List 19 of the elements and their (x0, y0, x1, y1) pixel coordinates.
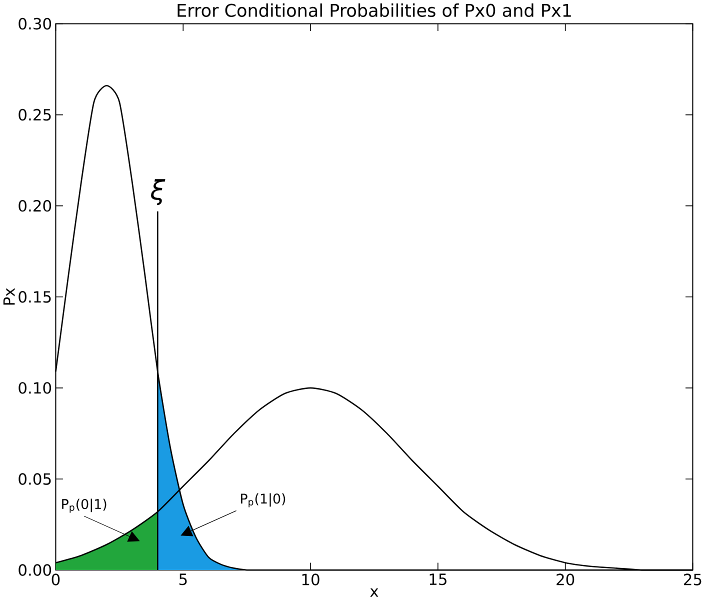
x-tick-label: 25 (684, 574, 702, 586)
x-tick-label: 10 (302, 574, 320, 586)
y-tick-label: 0.30 (18, 18, 52, 30)
chart-title: Error Conditional Probabilities of Px0 and Px1 (178, 3, 571, 17)
y-tick-label: 0.25 (18, 108, 51, 121)
x-axis-title: x (370, 588, 378, 597)
y-tick-label: 0.05 (18, 473, 51, 485)
y-tick-label: 0.00 (18, 564, 52, 576)
annotation: P$_{p}$(1|0) (241, 493, 286, 508)
y-tick-label: 0.10 (18, 382, 52, 394)
y-tick-label: 0.20 (18, 200, 52, 212)
x-tick-label: 15 (430, 574, 446, 586)
x-tick-label: 20 (556, 574, 574, 586)
y-tick-label: 0.15 (18, 290, 51, 303)
ref-line-label: ξ (151, 179, 166, 206)
y-axis-title: Px (3, 288, 15, 304)
x-tick-label: 5 (179, 574, 187, 586)
x-tick-label: 0 (52, 574, 60, 586)
annotation: P$_{p}$(0|1) (62, 498, 106, 513)
